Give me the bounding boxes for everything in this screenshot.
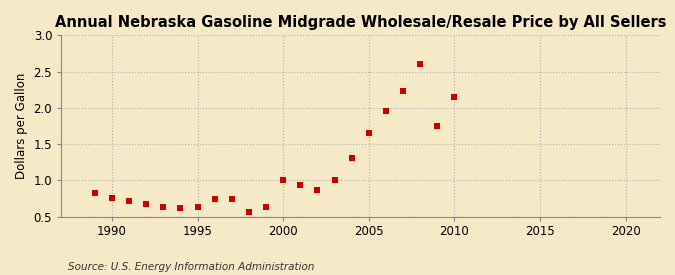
Point: [415, 62, 426, 67]
Point: [107, 196, 117, 200]
Point: [312, 188, 323, 192]
Point: [244, 209, 254, 214]
Point: [192, 204, 203, 209]
Point: [124, 199, 134, 204]
Point: [89, 191, 100, 196]
Point: [175, 206, 186, 210]
Point: [278, 178, 289, 183]
Point: [363, 131, 374, 136]
Point: [261, 204, 271, 209]
Point: [226, 197, 237, 202]
Point: [432, 124, 443, 128]
Point: [381, 109, 392, 114]
Point: [449, 95, 460, 99]
Point: [398, 89, 408, 94]
Title: Annual Nebraska Gasoline Midgrade Wholesale/Resale Price by All Sellers: Annual Nebraska Gasoline Midgrade Wholes…: [55, 15, 666, 30]
Point: [329, 177, 340, 182]
Point: [295, 183, 306, 187]
Text: Source: U.S. Energy Information Administration: Source: U.S. Energy Information Administ…: [68, 262, 314, 272]
Y-axis label: Dollars per Gallon: Dollars per Gallon: [15, 73, 28, 179]
Point: [158, 205, 169, 210]
Point: [346, 156, 357, 160]
Point: [209, 197, 220, 202]
Point: [141, 202, 152, 207]
